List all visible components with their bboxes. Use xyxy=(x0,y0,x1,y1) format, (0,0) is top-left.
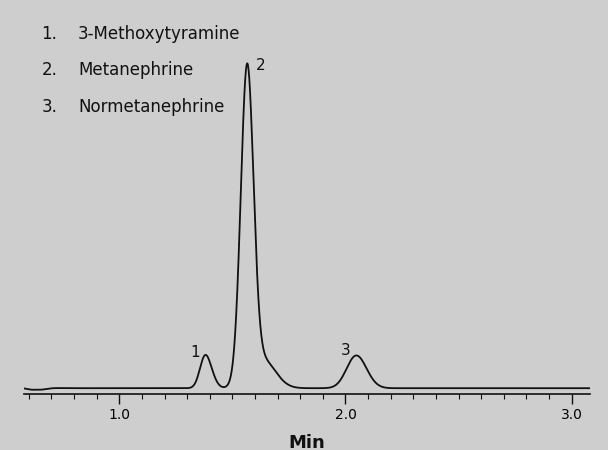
X-axis label: Min: Min xyxy=(289,433,325,450)
Text: 3: 3 xyxy=(340,343,350,358)
Text: 2: 2 xyxy=(256,58,266,73)
Text: 1.: 1. xyxy=(41,25,57,43)
Text: Metanephrine: Metanephrine xyxy=(78,61,193,79)
Text: 2.: 2. xyxy=(41,61,57,79)
Text: Normetanephrine: Normetanephrine xyxy=(78,98,224,116)
Text: 3-Methoxytyramine: 3-Methoxytyramine xyxy=(78,25,241,43)
Text: 3.: 3. xyxy=(41,98,57,116)
Text: 1: 1 xyxy=(190,345,200,360)
